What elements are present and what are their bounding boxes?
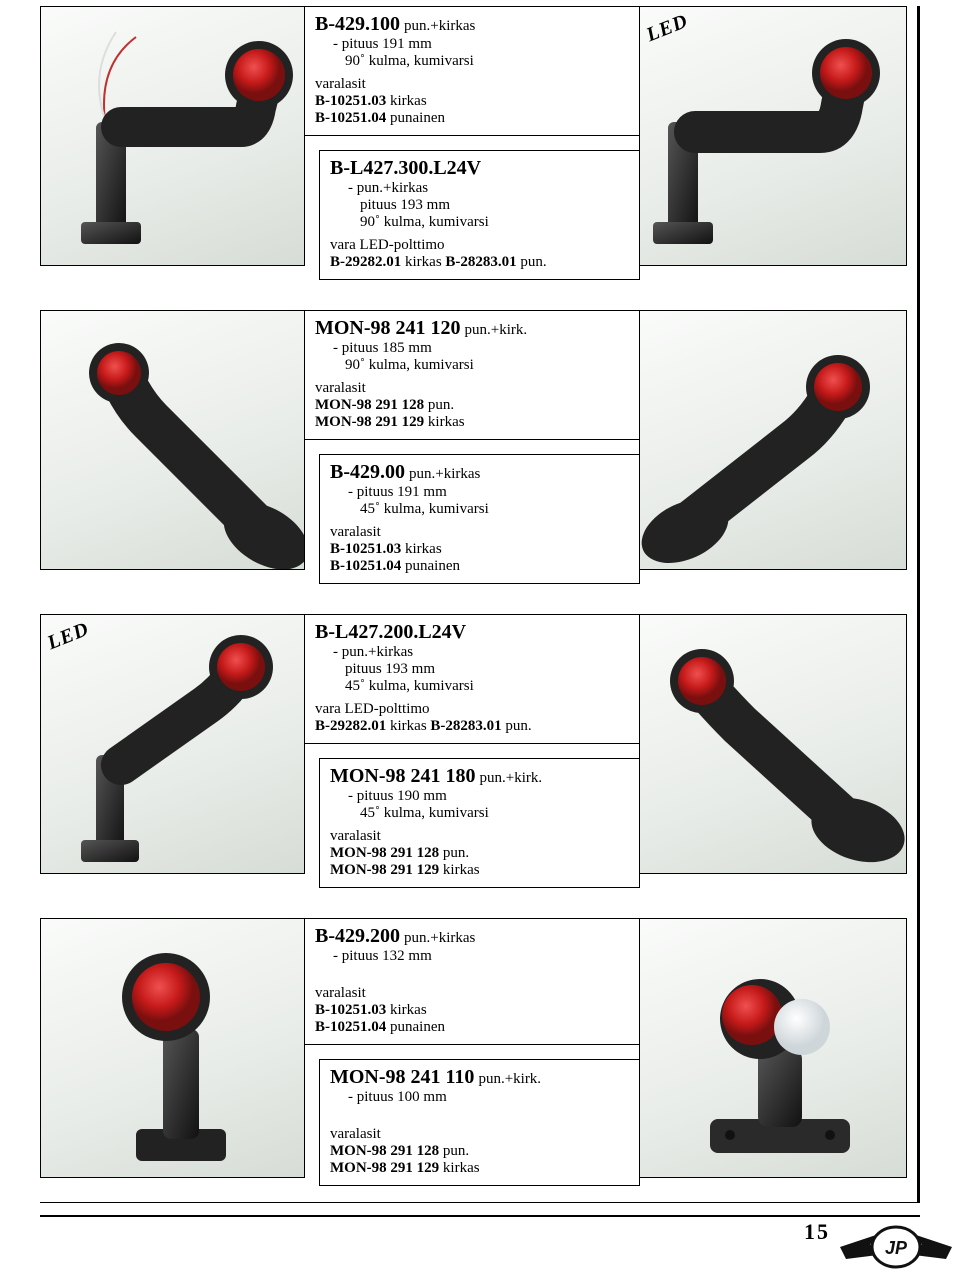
spare-part: MON-98 291 129 kirkas <box>315 414 629 431</box>
spec-line: - pituus 185 mm <box>333 340 629 357</box>
product-photo-4-left <box>40 918 305 1178</box>
product-suffix: pun.+kirk. <box>480 770 543 786</box>
product-photo-2-left <box>40 310 305 570</box>
infobox-mon98241120: MON-98 241 120 pun.+kirk. - pituus 185 m… <box>304 310 640 440</box>
spare-part: MON-98 291 129 kirkas <box>330 862 629 879</box>
row-1: B-429.100 pun.+kirkas - pituus 191 mm 90… <box>40 6 907 280</box>
spare-part: MON-98 291 128 pun. <box>315 397 629 414</box>
row-2: MON-98 241 120 pun.+kirk. - pituus 185 m… <box>40 310 907 584</box>
midcol-1: B-429.100 pun.+kirkas - pituus 191 mm 90… <box>305 6 639 280</box>
logo-icon: JP <box>836 1215 956 1271</box>
spec-line: - pituus 191 mm <box>348 484 629 501</box>
product-code: MON-98 241 180 <box>330 765 476 787</box>
spare-label: varalasit <box>315 380 629 397</box>
spec-line: 45˚ kulma, kumivarsi <box>360 805 629 822</box>
row-3: LED B-L427.200.L24V - pun.+kirkas pituus… <box>40 614 907 888</box>
product-illustration <box>41 7 305 266</box>
spare-label: varalasit <box>315 985 629 1002</box>
product-illustration <box>41 919 305 1178</box>
product-illustration <box>41 615 305 874</box>
product-title: MON-98 241 120 pun.+kirk. <box>315 317 629 340</box>
footer-logo: JP <box>836 1215 956 1271</box>
spare-label: vara LED-polttimo <box>330 237 629 254</box>
product-illustration <box>640 919 907 1178</box>
spare-part: B-10251.03 kirkas <box>315 93 629 110</box>
product-code: B-429.00 <box>330 461 405 483</box>
spec-line: 90˚ kulma, kumivarsi <box>360 214 629 231</box>
logo-text: JP <box>885 1238 908 1258</box>
spec-line: - pituus 190 mm <box>348 788 629 805</box>
product-code: B-429.200 <box>315 925 400 947</box>
product-suffix: pun.+kirk. <box>465 322 528 338</box>
product-title: MON-98 241 110 pun.+kirk. <box>330 1066 629 1089</box>
product-photo-1-left <box>40 6 305 266</box>
product-code: B-L427.200.L24V <box>315 621 466 643</box>
midcol-3: B-L427.200.L24V - pun.+kirkas pituus 193… <box>305 614 639 888</box>
inner-frame: B-429.100 pun.+kirkas - pituus 191 mm 90… <box>40 6 920 1203</box>
product-title: B-429.00 pun.+kirkas <box>330 461 629 484</box>
spec-line: 45˚ kulma, kumivarsi <box>345 678 629 695</box>
page-number: 15 <box>40 1219 920 1245</box>
infobox-mon98241110: MON-98 241 110 pun.+kirk. - pituus 100 m… <box>319 1059 640 1186</box>
spec-line: - pituus 191 mm <box>333 36 629 53</box>
spec-line: pituus 193 mm <box>345 661 629 678</box>
spec-line: - pun.+kirkas <box>333 644 629 661</box>
product-title: MON-98 241 180 pun.+kirk. <box>330 765 629 788</box>
spare-part: B-10251.04 punainen <box>315 110 629 127</box>
product-code: MON-98 241 110 <box>330 1066 474 1088</box>
spec-line: 90˚ kulma, kumivarsi <box>345 357 629 374</box>
spare-part: B-10251.03 kirkas <box>315 1002 629 1019</box>
spare-label: varalasit <box>315 76 629 93</box>
infobox-b429100: B-429.100 pun.+kirkas - pituus 191 mm 90… <box>304 6 640 136</box>
spec-line: 45˚ kulma, kumivarsi <box>360 501 629 518</box>
infobox-bl427200: B-L427.200.L24V - pun.+kirkas pituus 193… <box>304 614 640 744</box>
spare-part: MON-98 291 128 pun. <box>330 845 629 862</box>
product-photo-2-right <box>639 310 907 570</box>
product-code: MON-98 241 120 <box>315 317 461 339</box>
midcol-2: MON-98 241 120 pun.+kirk. - pituus 185 m… <box>305 310 639 584</box>
spare-part: B-10251.04 punainen <box>315 1019 629 1036</box>
spec-line: 90˚ kulma, kumivarsi <box>345 53 629 70</box>
infobox-bl427300: B-L427.300.L24V - pun.+kirkas pituus 193… <box>319 150 640 280</box>
infobox-b429200: B-429.200 pun.+kirkas - pituus 132 mm va… <box>304 918 640 1045</box>
spec-line: - pituus 100 mm <box>348 1089 629 1106</box>
spare-label: varalasit <box>330 1126 629 1143</box>
spare-label: varalasit <box>330 828 629 845</box>
product-suffix: pun.+kirkas <box>404 930 475 946</box>
spare-label: vara LED-polttimo <box>315 701 629 718</box>
spare-part-inline: B-29282.01 kirkas B-28283.01 pun. <box>330 254 629 271</box>
spare-part: MON-98 291 128 pun. <box>330 1143 629 1160</box>
product-illustration <box>41 311 305 570</box>
infobox-mon98241180: MON-98 241 180 pun.+kirk. - pituus 190 m… <box>319 758 640 888</box>
product-suffix: pun.+kirk. <box>478 1071 541 1087</box>
product-suffix: pun.+kirkas <box>404 18 475 34</box>
product-code: B-L427.300.L24V <box>330 157 481 179</box>
product-illustration <box>640 311 907 570</box>
spec-line: - pituus 132 mm <box>333 948 629 965</box>
catalog-page: B-429.100 pun.+kirkas - pituus 191 mm 90… <box>0 0 960 1265</box>
product-photo-1-right: LED <box>639 6 907 266</box>
spare-part: MON-98 291 129 kirkas <box>330 1160 629 1177</box>
product-photo-3-left: LED <box>40 614 305 874</box>
product-title: B-429.200 pun.+kirkas <box>315 925 629 948</box>
spare-label: varalasit <box>330 524 629 541</box>
product-illustration <box>640 7 907 266</box>
spare-part-inline: B-29282.01 kirkas B-28283.01 pun. <box>315 718 629 735</box>
spare-part: B-10251.04 punainen <box>330 558 629 575</box>
infobox-b42900: B-429.00 pun.+kirkas - pituus 191 mm 45˚… <box>319 454 640 584</box>
outer-frame: B-429.100 pun.+kirkas - pituus 191 mm 90… <box>40 6 920 1217</box>
midcol-4: B-429.200 pun.+kirkas - pituus 132 mm va… <box>305 918 639 1186</box>
spare-part: B-10251.03 kirkas <box>330 541 629 558</box>
product-title: B-429.100 pun.+kirkas <box>315 13 629 36</box>
product-illustration <box>640 615 907 874</box>
spec-line: pituus 193 mm <box>360 197 629 214</box>
spec-line: - pun.+kirkas <box>348 180 629 197</box>
product-suffix: pun.+kirkas <box>409 466 480 482</box>
row-4: B-429.200 pun.+kirkas - pituus 132 mm va… <box>40 918 907 1186</box>
product-photo-4-right <box>639 918 907 1178</box>
product-code: B-429.100 <box>315 13 400 35</box>
product-photo-3-right <box>639 614 907 874</box>
